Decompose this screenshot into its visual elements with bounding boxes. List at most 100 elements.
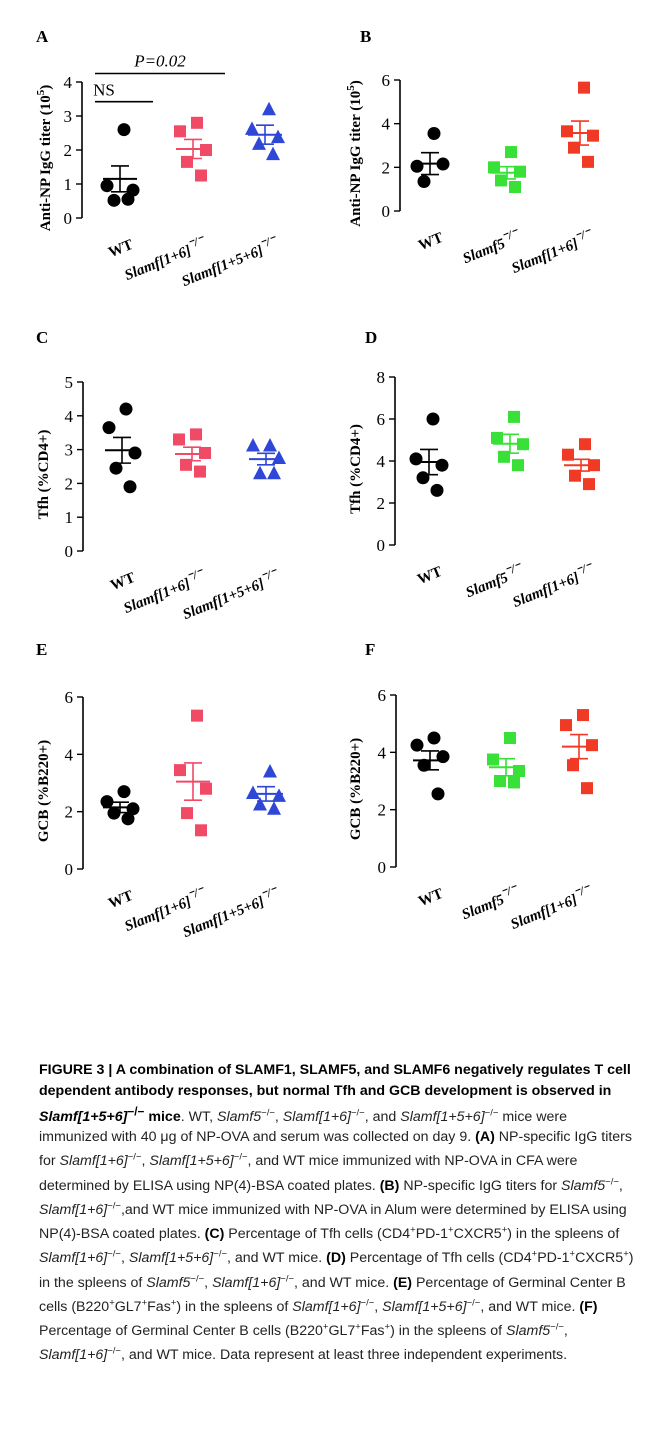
data-point xyxy=(107,193,121,207)
caption-segment: , xyxy=(141,1153,150,1170)
y-axis-label: Anti-NP IgG titer (105) xyxy=(345,80,364,226)
y-tick-label: 2 xyxy=(65,803,74,822)
data-point xyxy=(509,180,521,193)
caption-segment: Slamf5 xyxy=(146,1274,191,1291)
data-point xyxy=(100,179,114,193)
data-point xyxy=(508,410,520,423)
caption-segment: −/− xyxy=(261,1107,275,1118)
caption-heading-genotype: Slamf[1+5+6] xyxy=(39,1108,128,1125)
data-point xyxy=(505,146,517,159)
caption-segment: , xyxy=(204,1274,213,1291)
data-point xyxy=(272,788,286,802)
caption-segment: (C) xyxy=(204,1226,225,1243)
caption-segment: Slamf[1+5+6] xyxy=(400,1108,485,1125)
panel-letter: C xyxy=(36,328,48,347)
category-label: WT xyxy=(106,237,135,261)
data-point xyxy=(119,402,133,416)
panel-letter: A xyxy=(36,27,49,46)
data-point xyxy=(128,446,142,460)
caption-segment: ) in the spleens of xyxy=(176,1298,293,1315)
data-point xyxy=(567,759,579,772)
y-tick-label: 0 xyxy=(65,860,74,879)
caption-segment: , xyxy=(374,1298,383,1315)
y-tick-label: 0 xyxy=(64,209,73,228)
caption-segment: GL7 xyxy=(114,1298,142,1315)
caption-heading-end: mice xyxy=(144,1108,181,1125)
caption-segment: , and WT mice immunized with NP-OVA in C… xyxy=(39,1153,578,1194)
y-tick-label: 8 xyxy=(377,368,386,387)
data-point xyxy=(426,412,440,426)
data-point xyxy=(181,807,193,820)
data-point xyxy=(246,785,260,800)
panel-letter: D xyxy=(365,328,377,347)
data-point xyxy=(173,433,185,446)
caption-segment: + xyxy=(322,1321,329,1333)
caption-segment: Slamf5 xyxy=(506,1323,551,1340)
panel-letter: B xyxy=(360,27,371,46)
data-point xyxy=(246,438,260,452)
data-point xyxy=(431,787,445,801)
data-point xyxy=(174,764,186,777)
data-point xyxy=(267,465,281,480)
significance-label: NS xyxy=(93,81,115,100)
caption-segment: PD-1 xyxy=(415,1226,449,1243)
caption-segment: Slamf[1+6] xyxy=(59,1153,128,1170)
caption-segment: . WT, xyxy=(180,1108,217,1125)
caption-segment: ,and WT mice immunized with NP-OVA in Al… xyxy=(39,1201,627,1243)
data-point xyxy=(102,421,116,435)
category-label: WT xyxy=(415,564,444,588)
caption-segment: (A) xyxy=(475,1129,495,1146)
figure-svg: A 0 1 2 3 4 Anti-NP IgG titer (105) WT Slamf[1+6… xyxy=(35,27,600,941)
caption-segment: −/− xyxy=(484,1107,499,1118)
caption-segment: −/− xyxy=(360,1297,375,1309)
data-point xyxy=(126,802,140,816)
y-tick-label: 6 xyxy=(65,688,74,707)
data-point xyxy=(195,824,207,837)
caption-segment: Fas xyxy=(360,1323,385,1340)
caption-heading-sup: −/− xyxy=(127,1104,145,1118)
caption-segment: , xyxy=(274,1108,283,1125)
caption-segment: + xyxy=(501,1224,508,1236)
data-point xyxy=(410,738,424,752)
data-point xyxy=(569,469,581,482)
panel-letter: F xyxy=(365,640,375,659)
data-point xyxy=(109,461,123,475)
data-point xyxy=(123,480,137,494)
significance-label: P=0.02 xyxy=(133,52,186,71)
y-tick-label: 1 xyxy=(65,508,74,527)
caption-segment: Fas xyxy=(147,1298,171,1315)
data-point xyxy=(121,192,135,206)
y-tick-label: 3 xyxy=(65,441,74,460)
caption-segment: Slamf[1+6] xyxy=(282,1108,351,1125)
data-point xyxy=(191,709,203,722)
data-point xyxy=(245,121,259,135)
caption-segment: NP-specific IgG titers for xyxy=(399,1177,562,1194)
data-point xyxy=(587,129,599,142)
caption-segment: Slamf[1+5+6] xyxy=(382,1298,467,1315)
caption-segment: + xyxy=(531,1248,538,1260)
data-point xyxy=(121,812,135,826)
data-point xyxy=(117,785,131,799)
caption-segment: GL7 xyxy=(328,1323,356,1340)
data-point xyxy=(271,129,285,144)
caption-segment: Slamf[1+6] xyxy=(212,1274,281,1291)
y-tick-label: 0 xyxy=(377,536,386,555)
data-point xyxy=(200,144,212,156)
data-point xyxy=(195,169,207,182)
data-point xyxy=(495,174,507,187)
caption-segment: + xyxy=(623,1248,629,1260)
data-point xyxy=(263,764,277,778)
data-point xyxy=(267,801,281,815)
data-point xyxy=(562,448,574,461)
data-point xyxy=(190,428,202,441)
caption-segment: Percentage of Germinal Center B cells (B… xyxy=(39,1323,323,1340)
data-point xyxy=(560,719,572,732)
data-point xyxy=(514,165,526,178)
data-point xyxy=(427,731,441,745)
caption-segment: (E) xyxy=(393,1274,413,1291)
y-tick-label: 4 xyxy=(65,407,74,426)
caption-segment: ) in the spleens of xyxy=(507,1226,620,1243)
caption-segment: −/− xyxy=(351,1107,365,1118)
data-point xyxy=(410,159,424,173)
